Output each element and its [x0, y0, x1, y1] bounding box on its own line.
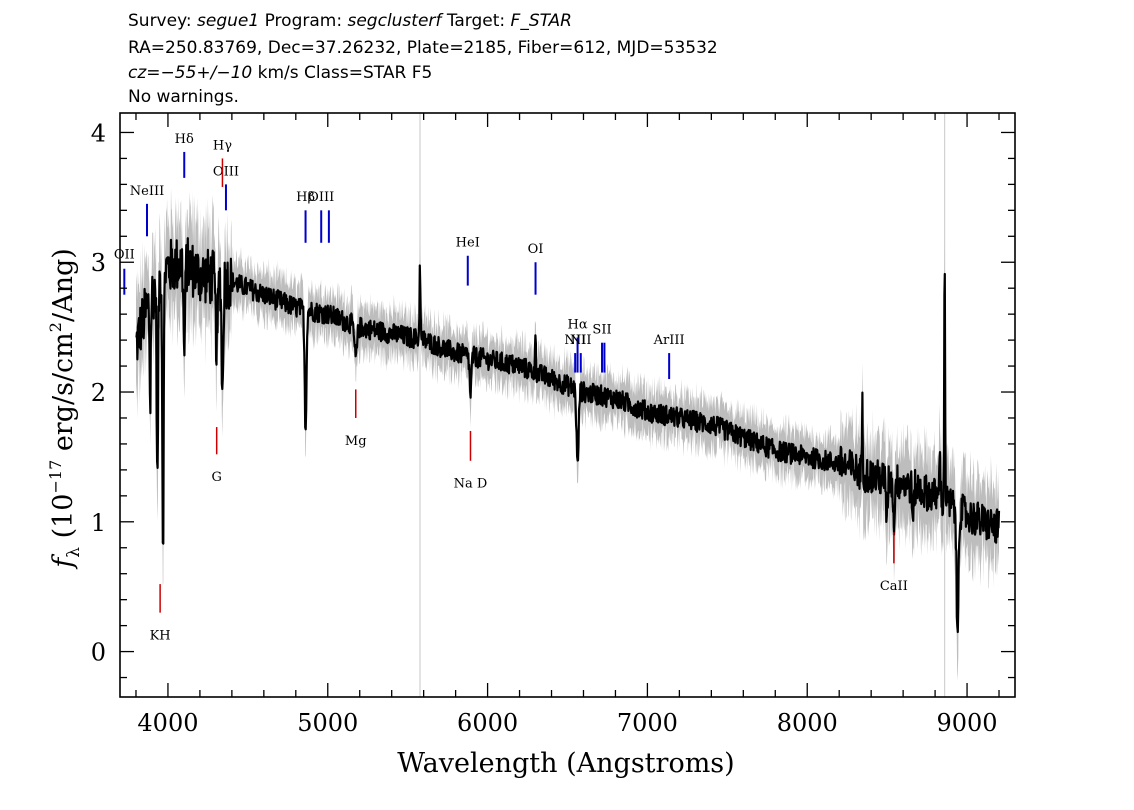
- spectrum-line: [135, 237, 1001, 634]
- emission-line-label: NII: [570, 333, 592, 348]
- y-tick-label: 3: [91, 249, 106, 277]
- cz-value: cz=−55+/−10: [128, 63, 253, 83]
- y-tick-label: 2: [91, 379, 106, 407]
- emission-line-label: NII: [564, 333, 586, 348]
- emission-line-label: Hα: [568, 317, 588, 332]
- header-line-1: Survey: segue1 Program: segclusterf Targ…: [128, 11, 572, 31]
- program-value: segclusterf: [347, 11, 442, 31]
- y-tick-label: 1: [91, 509, 106, 537]
- absorption-line-label: G: [211, 470, 221, 485]
- absorption-line-label: KH: [150, 629, 171, 644]
- noise-envelope: [136, 187, 999, 681]
- axes-frame: 4000 5000 6000 7000 8000 9000 0 1 2 3 4: [91, 112, 1016, 737]
- x-tick-label: 9000: [937, 709, 998, 737]
- emission-line-label: OII: [114, 247, 135, 262]
- x-tick-label: 6000: [457, 709, 518, 737]
- absorption-line-label: Mg: [345, 434, 367, 449]
- x-tick-label: 5000: [297, 709, 358, 737]
- class-text: km/s Class=STAR F5: [252, 63, 433, 83]
- survey-value: segue1: [197, 11, 260, 31]
- header-line-4: No warnings.: [128, 87, 239, 107]
- survey-label: Survey:: [128, 11, 192, 31]
- header-line-3: cz=−55+/−10 km/s Class=STAR F5: [128, 63, 432, 83]
- y-tick-label: 0: [91, 639, 106, 667]
- emission-line-label: OI: [528, 242, 544, 257]
- emission-line-label: OIII: [308, 190, 334, 205]
- target-label: Target:: [446, 11, 506, 31]
- emission-line-label: HeI: [456, 236, 480, 251]
- emission-line-label: NeIII: [130, 184, 164, 199]
- absorption-line-label: CaII: [880, 579, 908, 594]
- absorption-line-label: Na D: [454, 477, 488, 492]
- emission-line-label: ArIII: [653, 333, 685, 348]
- x-axis-title: Wavelength (Angstroms): [397, 748, 734, 779]
- plot-frame: [119, 112, 1016, 698]
- emission-line-label: Hδ: [175, 132, 194, 147]
- program-label: Program:: [264, 11, 343, 31]
- emission-line-label: Hβ: [296, 190, 315, 205]
- emission-line-label: OIII: [213, 164, 239, 179]
- x-tick-label: 4000: [137, 709, 198, 737]
- emission-line-label: SII: [592, 323, 611, 338]
- absorption-line-label: Hγ: [213, 138, 232, 153]
- x-tick-label: 8000: [777, 709, 838, 737]
- noise-band: [136, 187, 999, 681]
- x-tick-label: 7000: [617, 709, 678, 737]
- spectrum-series: [135, 237, 1001, 634]
- y-tick-label: 4: [91, 119, 106, 147]
- header-line-2: RA=250.83769, Dec=37.26232, Plate=2185, …: [128, 38, 718, 58]
- target-value: F_STAR: [510, 11, 572, 31]
- y-axis-title: fλ (10−17 erg/s/cm2/Ang): [46, 248, 84, 570]
